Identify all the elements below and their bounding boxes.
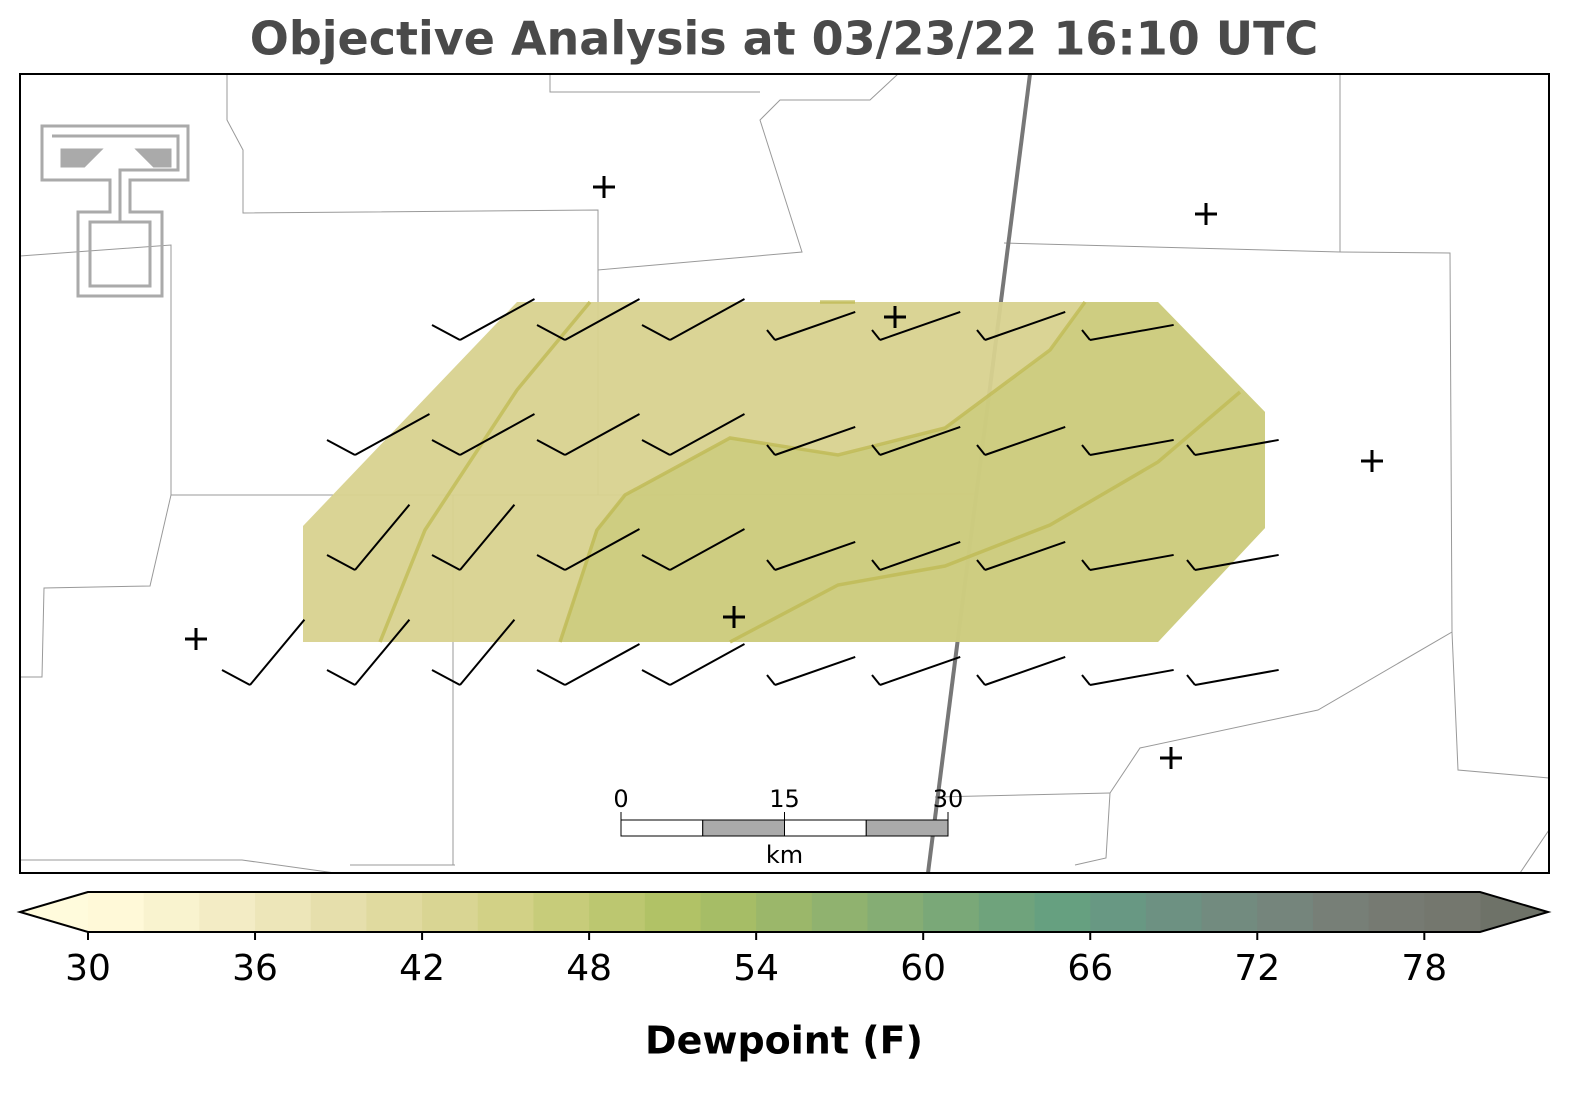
colorbar-band (1312, 892, 1370, 932)
colorbar-band (867, 892, 924, 932)
colorbar-band (1424, 892, 1481, 932)
scale-segment (620, 819, 704, 837)
colorbar-under (20, 892, 88, 932)
colorbar-band (589, 892, 646, 932)
colorbar-band (143, 892, 200, 932)
wind-barbs (221, 298, 1279, 686)
stations (185, 176, 1383, 769)
colorbar-band (644, 892, 701, 932)
colorbar: 30 36 42 48 54 60 66 72 78 (16, 891, 1552, 989)
colorbar-band (978, 892, 1036, 932)
wind-barb (1186, 438, 1279, 456)
scale-unit: km (766, 841, 803, 869)
colorbar-tick-label: 72 (1234, 948, 1280, 989)
colorbar-label: Dewpoint (F) (645, 1019, 923, 1063)
scale-segment (702, 819, 785, 837)
colorbar-outline (16, 891, 1552, 933)
wind-barb (641, 298, 745, 341)
scale-segment (784, 819, 867, 837)
wind-barb (641, 528, 745, 571)
wind-barb (536, 413, 640, 456)
wind-barb (976, 425, 1066, 456)
colorbar-band (1257, 892, 1314, 932)
colorbar-band (811, 892, 869, 932)
wind-barb (1081, 438, 1174, 456)
contours (378, 300, 1242, 644)
colorbar-over (1480, 892, 1548, 932)
wind-barb (1081, 553, 1174, 571)
wind-barb (976, 655, 1066, 686)
colorbar-band (756, 892, 813, 932)
wind-barb (431, 619, 516, 686)
colorbar-tick-label: 30 (65, 948, 111, 989)
wind-barb (326, 504, 411, 571)
wind-barb (221, 619, 306, 686)
wind-barb (766, 540, 856, 571)
title: Objective Analysis at 03/23/22 16:10 UTC (250, 12, 1319, 66)
wind-barb (431, 504, 516, 571)
wind-barb (326, 413, 430, 456)
colorbar-tick-label: 36 (232, 948, 278, 989)
analysis-field-higher (560, 302, 1265, 642)
wind-barb (326, 619, 411, 686)
map: 0 15 30 km (19, 73, 1550, 874)
colorbar-band (1368, 892, 1425, 932)
scale-tick-label: 0 (613, 785, 628, 813)
wind-barb (641, 643, 745, 686)
boundaries (19, 73, 1550, 874)
wind-barb (766, 655, 856, 686)
colorbar-band (199, 892, 256, 932)
colorbar-tick-label: 78 (1401, 948, 1447, 989)
wind-barb (766, 425, 856, 456)
colorbar-tick-label: 48 (566, 948, 612, 989)
colorbar-tick-label: 54 (733, 948, 779, 989)
wind-barb (536, 643, 640, 686)
colorbar-tick-label: 60 (900, 948, 946, 989)
colorbar-band (1201, 892, 1258, 932)
colorbar-band (255, 892, 312, 932)
wind-barb (976, 310, 1066, 341)
colorbar-band (422, 892, 479, 932)
colorbar-band (700, 892, 757, 932)
wind-barb (431, 298, 535, 341)
colorbar-tick-label: 66 (1067, 948, 1113, 989)
colorbar-tick-label: 42 (399, 948, 445, 989)
scale-tick-label: 30 (933, 785, 964, 813)
wind-barb (871, 655, 961, 686)
colorbar-band (310, 892, 367, 932)
wind-barb (431, 413, 535, 456)
wind-barb (871, 310, 961, 341)
logo (40, 124, 190, 298)
wind-barb (1081, 668, 1174, 686)
wind-barb (871, 425, 961, 456)
colorbar-band (88, 892, 145, 932)
colorbar-band (477, 892, 534, 932)
wind-barb (641, 413, 745, 456)
wind-barb (536, 528, 640, 571)
scale-bar: 0 15 30 km (613, 785, 963, 869)
colorbar-band (923, 892, 980, 932)
wind-barb (1081, 323, 1174, 341)
colorbar-band (366, 892, 423, 932)
map-frame (19, 73, 1550, 874)
wind-barb (976, 540, 1066, 571)
colorbar-band (1145, 892, 1203, 932)
wind-barb (871, 540, 961, 571)
wind-barb (536, 298, 640, 341)
colorbar-band (1090, 892, 1147, 932)
wind-barb (1186, 668, 1279, 686)
scale-tick-label: 15 (769, 785, 800, 813)
wind-barb (766, 310, 856, 341)
colorbar-band (1034, 892, 1091, 932)
wind-barb (1186, 553, 1279, 571)
scale-segment (865, 819, 949, 837)
colorbar-band (533, 892, 590, 932)
